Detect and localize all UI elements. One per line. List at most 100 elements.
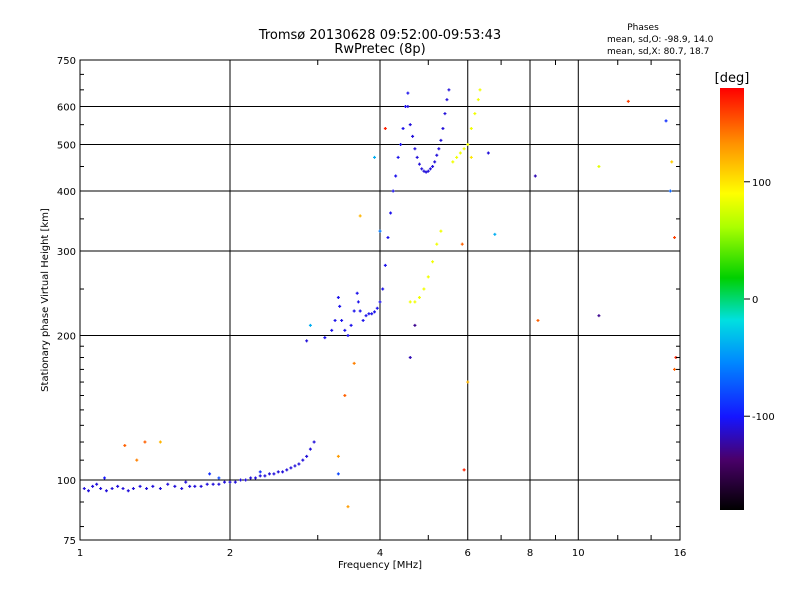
data-point — [343, 394, 347, 398]
data-point — [441, 126, 445, 130]
data-point — [352, 361, 356, 365]
data-point — [451, 160, 455, 164]
data-point — [131, 487, 135, 491]
chart-title: Tromsø 20130628 09:52:00-09:53:43 — [258, 28, 501, 43]
data-point — [408, 300, 412, 304]
x-tick-label: 6 — [465, 548, 471, 559]
data-point — [104, 489, 108, 493]
y-tick-label: 600 — [57, 103, 76, 114]
data-point — [358, 214, 362, 218]
data-point — [364, 314, 368, 318]
colorbar-ticks: 100 0 -100 — [744, 178, 775, 423]
x-tick-label: 2 — [227, 548, 233, 559]
data-point — [466, 380, 470, 384]
data-point — [406, 105, 410, 109]
data-point — [426, 275, 430, 279]
data-point — [285, 468, 289, 472]
data-point — [340, 318, 344, 322]
data-point — [478, 88, 482, 92]
data-point — [493, 232, 497, 236]
data-point — [462, 147, 466, 151]
data-point — [208, 472, 212, 476]
data-point — [188, 484, 192, 488]
data-point — [399, 143, 403, 147]
data-point — [408, 355, 412, 359]
data-point — [408, 123, 412, 127]
data-point — [193, 484, 197, 488]
data-point — [336, 296, 340, 300]
data-point — [383, 263, 387, 267]
colorbar-tick-label: 100 — [752, 178, 771, 189]
data-point — [289, 466, 293, 470]
data-point — [673, 236, 677, 240]
data-point — [437, 147, 441, 151]
data-point — [91, 484, 95, 488]
data-point — [258, 474, 262, 478]
data-point — [121, 487, 125, 491]
data-point — [435, 242, 439, 246]
x-tick-label: 1 — [77, 548, 83, 559]
data-point — [473, 112, 477, 116]
data-point — [211, 482, 215, 486]
data-point — [249, 476, 253, 480]
data-point — [253, 476, 257, 480]
data-point — [263, 474, 267, 478]
data-point — [358, 309, 362, 313]
data-point — [447, 88, 451, 92]
data-point — [462, 468, 466, 472]
data-point — [346, 505, 350, 509]
data-point — [361, 318, 365, 322]
data-point — [386, 236, 390, 240]
data-point — [391, 189, 395, 193]
data-point — [367, 312, 371, 316]
data-point — [308, 323, 312, 327]
data-point — [103, 476, 107, 480]
data-point — [431, 164, 435, 168]
data-point — [330, 328, 334, 332]
x-tick-label: 16 — [674, 548, 687, 559]
data-point — [422, 169, 426, 173]
data-point — [394, 174, 398, 178]
data-point — [333, 318, 337, 322]
data-point — [476, 98, 480, 102]
data-point — [378, 229, 382, 233]
colorbar-label: [deg] — [715, 71, 750, 86]
data-point — [413, 147, 417, 151]
data-point — [426, 169, 430, 173]
data-point — [312, 440, 316, 444]
data-point — [373, 155, 377, 159]
data-point — [135, 458, 139, 462]
y-axis-label: Stationary phase Virtual Height [km] — [40, 208, 51, 392]
data-point — [455, 155, 459, 159]
data-point — [469, 155, 473, 159]
phase-stats-x: mean, sd,X: 80.7, 18.7 — [607, 47, 709, 57]
data-point — [99, 487, 103, 491]
data-point — [123, 444, 127, 448]
data-point — [443, 112, 447, 116]
data-point — [439, 229, 443, 233]
data-point — [180, 487, 184, 491]
data-point — [305, 339, 309, 343]
data-point — [138, 484, 142, 488]
data-point — [272, 472, 276, 476]
data-point — [205, 482, 209, 486]
data-point — [626, 99, 630, 103]
data-point — [401, 126, 405, 130]
data-point — [415, 155, 419, 159]
axis-ticks: 1 2 4 6 8 10 16 75 100 200 300 400 500 600 750 — [57, 56, 686, 559]
data-point — [355, 291, 359, 295]
data-point — [396, 155, 400, 159]
data-point — [281, 470, 285, 474]
y-tick-label: 300 — [57, 247, 76, 258]
y-tick-label: 500 — [57, 141, 76, 152]
phase-stats-o: mean, sd,O: -98.9, 14.0 — [607, 35, 714, 45]
data-point — [431, 260, 435, 264]
data-point — [151, 484, 155, 488]
data-point — [145, 487, 149, 491]
y-tick-label: 400 — [57, 187, 76, 198]
data-point — [293, 464, 297, 468]
data-point — [433, 160, 437, 164]
data-point — [301, 458, 305, 462]
x-tick-label: 4 — [377, 548, 383, 559]
data-point — [435, 153, 439, 157]
